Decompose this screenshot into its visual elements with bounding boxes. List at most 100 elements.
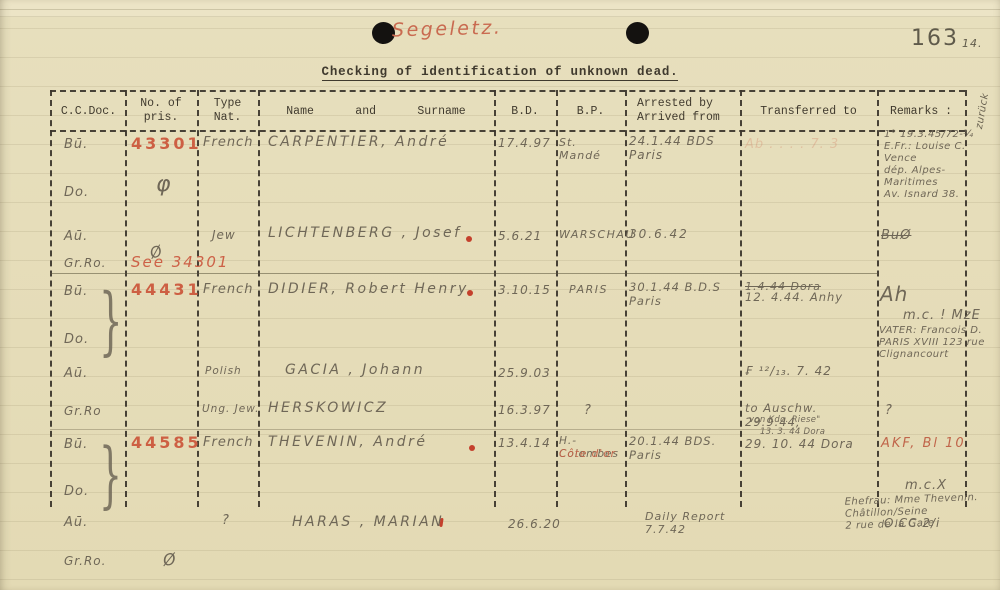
prisoner-name: HARAS , MARIAN xyxy=(292,514,445,530)
birth-place: ? xyxy=(584,403,592,418)
transferred-to-struck: 1.4.44 Dora xyxy=(745,280,821,293)
prisoner-number: 44585 xyxy=(131,433,202,452)
row-separator-line xyxy=(50,273,878,274)
cc-doc: Gr.Ro. xyxy=(64,554,107,568)
table-column-line xyxy=(556,90,558,507)
col-header-ccdoc: C.C.Doc. xyxy=(60,105,117,118)
arrested-by: Daily Report 7.7.42 xyxy=(645,510,726,537)
cc-doc: Aū. xyxy=(64,366,89,381)
table-header-border xyxy=(50,130,965,132)
table-column-line xyxy=(740,90,742,507)
col-header-remarks: Remarks : xyxy=(889,105,953,118)
table-top-border xyxy=(50,90,965,92)
margin-note-vertical: zurück xyxy=(974,92,992,130)
cc-doc: Do. xyxy=(64,185,90,200)
transferred-to: ₣ ¹²/₁₃. 7. 42 xyxy=(745,364,832,378)
cc-doc: Do. xyxy=(64,484,90,499)
remarks: ? xyxy=(885,403,893,418)
birth-date: 5.6.21 xyxy=(498,229,543,243)
col-header-transferred: Transferred to xyxy=(760,105,857,118)
transferred-to-note: von Kdo. Riese" xyxy=(749,415,821,425)
nationality: French xyxy=(203,282,254,297)
birth-date: 16.3.97 xyxy=(498,403,551,417)
arrested-by: 24.1.44 BDS Paris xyxy=(629,134,715,163)
prisoner-name: LICHTENBERG , Josef xyxy=(268,225,462,241)
birth-place: WARSCHAU xyxy=(559,228,636,241)
see-reference: See 34301 xyxy=(131,253,230,271)
table-column-line xyxy=(965,90,967,507)
nationality: French xyxy=(203,135,254,150)
nationality: Jew xyxy=(212,228,236,242)
row-separator-line xyxy=(50,429,795,430)
row-pair-brace: } xyxy=(99,432,122,516)
col-header-name: Name and Surname xyxy=(286,105,466,118)
prisoner-number: 44431 xyxy=(131,280,202,299)
table-column-line xyxy=(877,90,879,507)
birth-place: St. Mandé xyxy=(559,136,601,163)
remarks: AKF, Bl 10 xyxy=(881,436,966,451)
punch-hole-icon xyxy=(626,22,649,44)
transferred-to: 29. 10. 44 Dora xyxy=(745,437,854,451)
transferred-to-erased: Ab . . . . 7. 3 xyxy=(745,137,840,152)
remarks-mce: m.c. ! MzE xyxy=(903,308,981,323)
transferred-to: 12. 4.44. Anhy xyxy=(745,290,844,304)
prisoner-name: DIDIER, Robert Henry xyxy=(268,281,469,297)
birth-date: 13.4.14 xyxy=(498,436,551,450)
red-dot-marker xyxy=(467,290,473,296)
birth-date: 25.9.03 xyxy=(498,366,551,380)
page-number-small: 14. xyxy=(962,37,983,50)
prisoner-name: THEVENIN, André xyxy=(268,434,428,450)
remarks: 1° 19.3.45/72-¾ E.Fr.: Louise C. Vence d… xyxy=(884,129,974,200)
paper-crease xyxy=(0,16,1000,17)
prisoner-name: CARPENTIER, André xyxy=(268,134,450,150)
birth-date: 26.6.20 xyxy=(508,517,561,531)
cc-doc: Bū. xyxy=(64,437,89,452)
table-column-line xyxy=(125,90,127,507)
prisoner-number: 43301 xyxy=(131,134,202,153)
table-column-line xyxy=(625,90,627,507)
cc-doc: Bū. xyxy=(64,137,89,152)
document-title-wrap: Checking of identification of unknown de… xyxy=(0,60,1000,81)
prisoner-name: HERSKOWICZ xyxy=(268,400,389,416)
cc-doc: Bū. xyxy=(64,284,89,299)
prisoner-name: GACIA , Johann xyxy=(285,362,426,378)
birth-date: 17.4.97 xyxy=(498,136,551,150)
page-number: 163 xyxy=(911,26,959,51)
phi-mark: φ xyxy=(156,172,172,197)
remarks-ah: Ah xyxy=(880,282,909,306)
arrested-by: 20.1.44 BDS. Paris xyxy=(629,434,717,462)
nationality: French xyxy=(203,435,254,450)
station-name-handwritten: Segeletz. xyxy=(391,16,503,42)
document-title: Checking of identification of unknown de… xyxy=(321,65,679,81)
row-pair-brace: } xyxy=(99,278,123,364)
birth-date: 3.10.15 xyxy=(498,283,551,297)
cc-doc: Aū. xyxy=(64,229,89,244)
table-column-line xyxy=(50,90,52,507)
col-header-bd: B.D. xyxy=(511,105,539,118)
red-dot-marker xyxy=(469,445,475,451)
prisoner-number-unknown: ? xyxy=(222,513,230,528)
transferred-to-small: 13. 3. 44 Dora xyxy=(760,427,826,437)
remarks: BuØ xyxy=(881,228,912,243)
col-header-arrested: Arrested by Arrived from xyxy=(637,97,720,125)
table-column-line xyxy=(494,90,496,507)
cc-doc: Gr.Ro. xyxy=(64,256,107,270)
cc-doc: Gr.Ro xyxy=(64,404,102,418)
col-header-pris: No. of pris. xyxy=(140,97,182,125)
paper-crease xyxy=(0,9,1000,10)
remarks: O.CC.2/i xyxy=(884,516,941,530)
col-header-type-nat: Type Nat. xyxy=(213,97,242,125)
nationality: Polish xyxy=(205,365,242,377)
arrested-by: 30.6.42 xyxy=(629,227,689,241)
punch-hole-icon xyxy=(372,22,395,44)
birth-place-region: Côte d'or xyxy=(559,448,616,460)
null-mark: Ø xyxy=(161,549,178,570)
table-column-line xyxy=(197,90,199,507)
transferred-to: to Auschw. 29.9.44, xyxy=(745,401,818,429)
col-header-bp: B.P. xyxy=(576,105,605,118)
table-column-line xyxy=(258,90,260,507)
birth-place: H.-Colombes xyxy=(559,435,619,460)
remarks-mcx: m.c.X xyxy=(905,478,947,493)
remarks: VATER: Francois D. PARIS XVIII 123 rue C… xyxy=(879,325,985,360)
